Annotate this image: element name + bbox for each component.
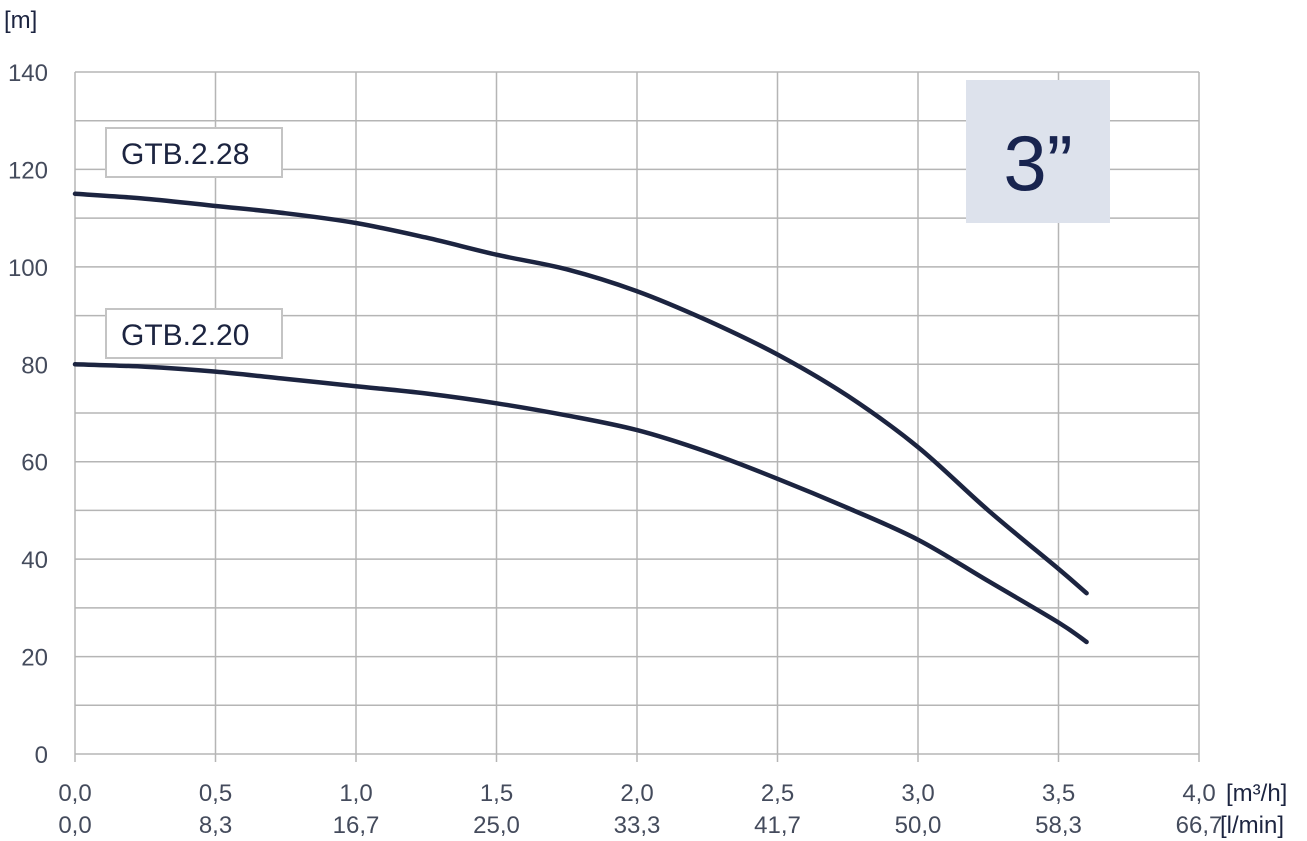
series-line-gtb-2-28: [72, 191, 1089, 596]
y-tick-label: 120: [8, 157, 48, 184]
y-tick-label: 40: [21, 547, 48, 574]
series-label-gtb-2-28: GTB.2.28: [105, 127, 283, 178]
x-tick-label-secondary: 50,0: [895, 812, 942, 839]
y-tick-label: 140: [8, 60, 48, 87]
x-tick-label: 0,5: [199, 780, 232, 807]
x-tick-label-secondary: 66,7: [1176, 812, 1223, 839]
x-tick-label-secondary: 58,3: [1035, 812, 1082, 839]
x-axis-unit-m3h: [m³/h]: [1226, 780, 1287, 807]
x-tick-label: 3,0: [901, 780, 934, 807]
x-tick-label-secondary: 41,7: [754, 812, 801, 839]
y-tick-label: 60: [21, 450, 48, 477]
x-tick-label-secondary: 16,7: [333, 812, 380, 839]
svg-text:3”: 3”: [1003, 119, 1072, 207]
x-tick-label-secondary: 0,0: [58, 812, 91, 839]
x-tick-label: 0,0: [58, 780, 91, 807]
x-tick-label: 3,5: [1042, 780, 1075, 807]
x-axis-unit-lmin: [l/min]: [1220, 812, 1284, 839]
x-tick-label-secondary: 25,0: [473, 812, 520, 839]
x-tick-label-secondary: 8,3: [199, 812, 232, 839]
series-label-gtb-2-20: GTB.2.20: [105, 308, 283, 359]
x-tick-label-secondary: 33,3: [614, 812, 661, 839]
x-axis-ticks-lmin: 0,0 8,3 16,7 25,0 33,3 41,7 50,0 58,3 66,7: [58, 812, 1222, 839]
x-tick-label: 2,5: [761, 780, 794, 807]
x-tick-label: 1,0: [339, 780, 372, 807]
x-tick-label: 1,5: [480, 780, 513, 807]
y-axis-ticks: 0 20 40 60 80 100 120 140: [8, 60, 48, 769]
y-tick-label: 100: [8, 255, 48, 282]
svg-text:GTB.2.20: GTB.2.20: [121, 319, 249, 352]
y-tick-label: 0: [35, 742, 48, 769]
y-tick-label: 80: [21, 352, 48, 379]
y-axis-unit-label: [m]: [4, 7, 37, 34]
x-tick-label: 2,0: [620, 780, 653, 807]
x-tick-label: 4,0: [1182, 780, 1215, 807]
size-badge: 3”: [966, 80, 1110, 223]
y-tick-label: 20: [21, 645, 48, 672]
series-lines: [72, 191, 1089, 645]
svg-text:GTB.2.28: GTB.2.28: [121, 138, 249, 171]
series-line-gtb-2-20: [72, 362, 1089, 645]
x-axis-ticks-m3h: 0,0 0,5 1,0 1,5 2,0 2,5 3,0 3,5 4,0: [58, 780, 1215, 807]
